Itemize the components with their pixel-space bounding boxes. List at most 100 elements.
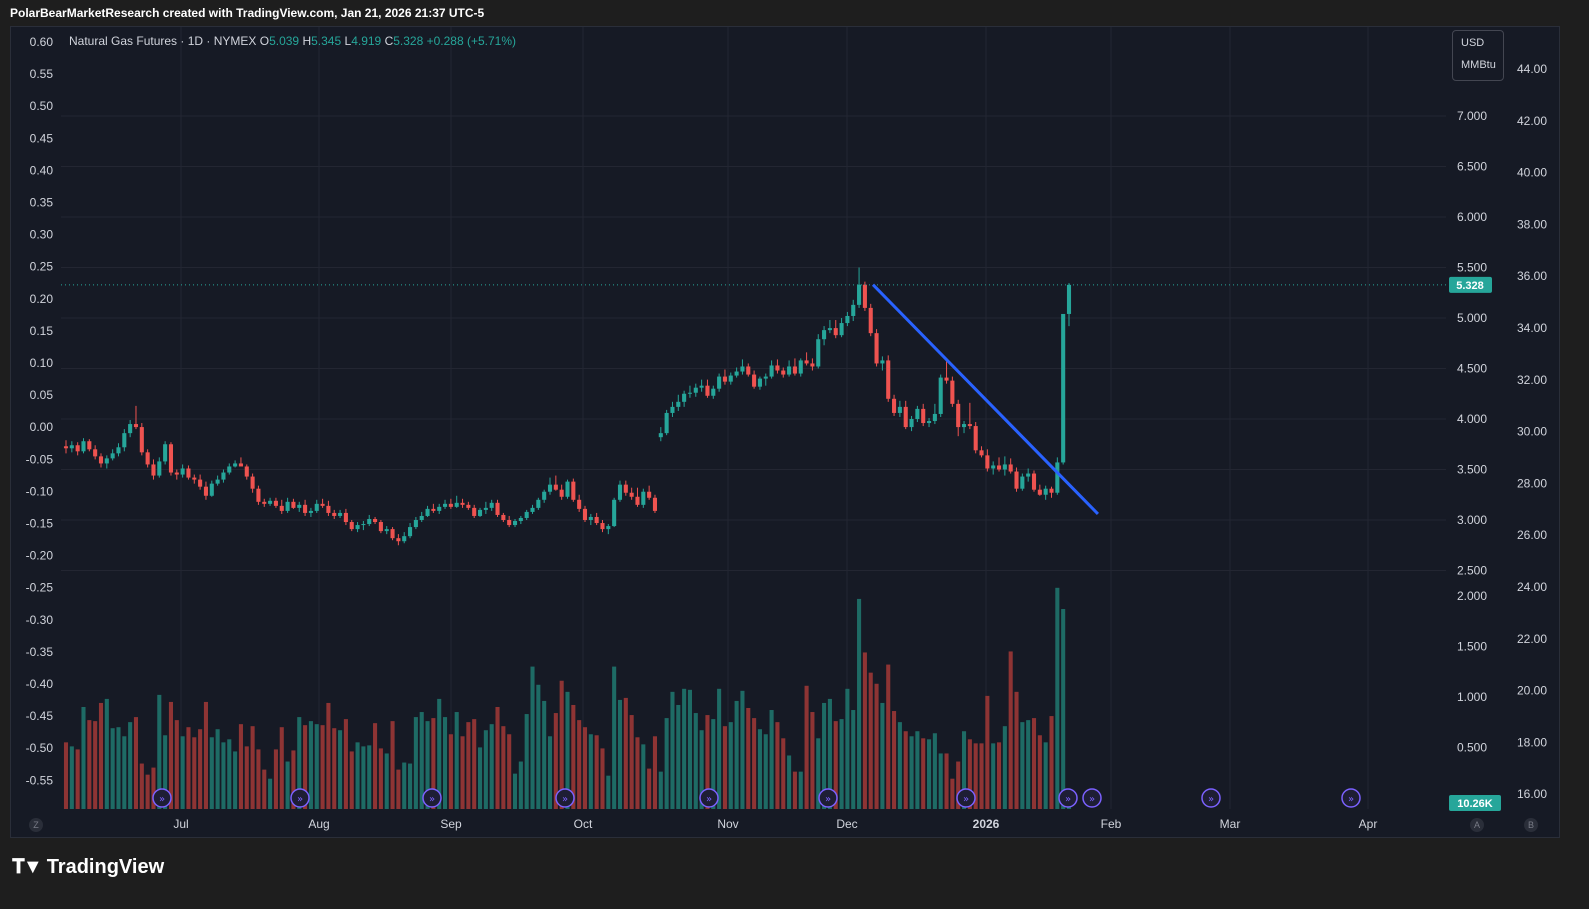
far-right-axis-label: 26.00 — [1517, 528, 1547, 542]
left-axis-label: 0.60 — [30, 35, 54, 49]
candle-body — [98, 456, 104, 464]
volume-bar — [133, 717, 139, 809]
volume-bar — [396, 769, 401, 809]
volume-bar — [752, 718, 757, 809]
price-axis-label: 6.000 — [1457, 210, 1487, 224]
candle-body — [285, 501, 290, 511]
volume-bar — [612, 666, 617, 809]
volume-bar — [792, 771, 797, 809]
candle-body — [973, 426, 978, 451]
volume-bar — [944, 753, 949, 809]
volume-bar — [442, 717, 448, 809]
volume-bar — [658, 771, 663, 809]
candle-body — [209, 483, 214, 496]
candle-body — [367, 518, 372, 525]
candle-body — [466, 504, 471, 508]
candle-body — [1002, 464, 1007, 470]
candle-body — [699, 385, 704, 388]
event-marker-glyph: » — [159, 794, 165, 805]
volume-bar — [699, 730, 704, 809]
volume-bar — [542, 700, 547, 809]
candle-body — [553, 484, 558, 490]
scale-options-button[interactable]: B — [1524, 818, 1538, 832]
volume-bar — [454, 712, 459, 809]
volume-bar — [635, 737, 640, 809]
volume-bar — [1049, 716, 1054, 809]
auto-scale-button[interactable]: A — [1470, 818, 1484, 832]
candle-body — [839, 323, 844, 336]
volume-bar — [384, 753, 389, 809]
candle-body — [612, 499, 617, 527]
last-price-tag-text: 5.328 — [1456, 280, 1484, 292]
left-axis-label: -0.05 — [26, 452, 54, 466]
candle-body — [425, 508, 430, 516]
candle-body — [174, 472, 179, 475]
candle-body — [303, 504, 308, 513]
volume-bar — [886, 664, 891, 809]
volume-bar — [151, 767, 156, 809]
candle-body — [238, 463, 243, 467]
volume-bar — [227, 739, 232, 809]
volume-bar — [961, 731, 967, 809]
volume-bar — [571, 704, 576, 809]
candle-body — [87, 441, 92, 450]
x-axis-label: Jul — [173, 817, 188, 831]
candle-body — [1037, 489, 1042, 495]
volume-bar — [594, 735, 599, 809]
volume-bar — [862, 652, 867, 809]
volume-bar — [979, 743, 984, 809]
volume-bar — [652, 736, 658, 809]
candle-body — [798, 360, 803, 374]
volume-bar — [600, 748, 605, 809]
volume-bar — [559, 680, 564, 809]
tradingview-logo-icon: 𝐓▼ — [12, 856, 43, 878]
candle-body — [763, 376, 768, 379]
candle-body — [944, 377, 949, 381]
event-marker-glyph: » — [562, 794, 568, 805]
candle-body — [186, 468, 191, 478]
chart-header-attribution: PolarBearMarketResearch created with Tra… — [10, 6, 485, 20]
event-marker-glyph: » — [825, 794, 831, 805]
candle-body — [687, 392, 693, 394]
candle-body — [938, 377, 943, 414]
candle-body — [711, 388, 716, 396]
candle-body — [1066, 284, 1072, 314]
timezone-corner-button[interactable]: Z — [29, 818, 43, 832]
candle-body — [308, 510, 313, 513]
candle-body — [658, 433, 663, 438]
candle-body — [909, 419, 914, 428]
volume-bar — [787, 755, 792, 809]
volume-bar — [472, 719, 477, 809]
chart-frame[interactable]: » » » » » » » » » » » 0.60 0.55 0.50 0.45 0.40 0.35 0.30 0… — [10, 26, 1560, 838]
candle-body — [69, 445, 74, 449]
candle-body — [629, 492, 634, 497]
volume-bar — [833, 721, 838, 809]
candle-body — [961, 424, 967, 428]
volume-bar — [425, 721, 430, 809]
volume-bar — [798, 771, 803, 809]
unit-label: MMBtu — [1461, 59, 1496, 71]
price-axis-label: 3.500 — [1457, 463, 1487, 477]
volume-bar — [268, 778, 273, 809]
far-right-axis-label: 18.00 — [1517, 735, 1547, 749]
candle-body — [652, 497, 658, 511]
candle-body — [600, 523, 605, 530]
volume-bar — [892, 711, 897, 809]
volume-bar — [839, 719, 844, 809]
price-chart[interactable]: » » » » » » » » » » » 0.60 0.55 0.50 0.45 0.40 0.35 0.30 0… — [11, 27, 1559, 837]
volume-bar — [530, 666, 535, 809]
candle-body — [1061, 313, 1066, 463]
candle-body — [157, 461, 162, 476]
volume-bar — [361, 746, 366, 809]
volume-tag-text: 10.26K — [1457, 798, 1493, 810]
volume-bar — [822, 702, 827, 809]
volume-bar — [110, 728, 115, 809]
volume-bar — [343, 719, 348, 809]
volume-bar — [460, 736, 465, 809]
volume-bar — [623, 697, 628, 809]
candle-body — [338, 512, 343, 516]
candle-body — [460, 502, 465, 505]
candle-body — [454, 502, 459, 507]
currency-unit-selector[interactable]: USD MMBtu — [1452, 30, 1504, 81]
candle-body — [413, 520, 418, 528]
